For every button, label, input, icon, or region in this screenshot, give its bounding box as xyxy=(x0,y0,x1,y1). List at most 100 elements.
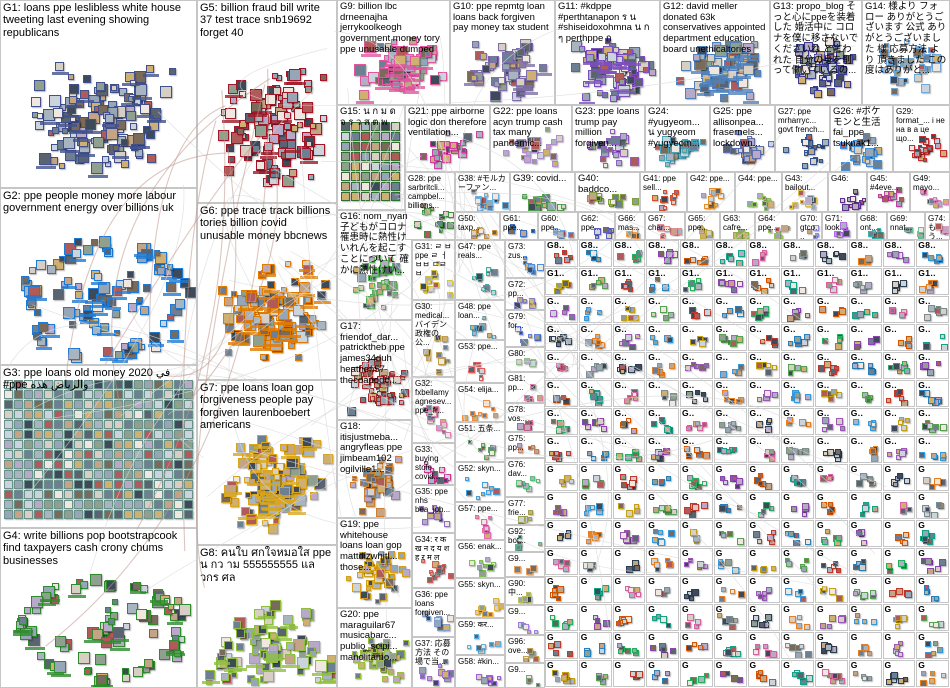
vertex-node xyxy=(104,510,113,519)
vertex-node xyxy=(767,201,775,209)
vertex-node xyxy=(377,485,386,494)
mini-group-label: G.. xyxy=(783,352,796,362)
vertex-node xyxy=(144,460,153,469)
vertex-node xyxy=(796,671,804,679)
mini-group-box: G xyxy=(713,492,747,519)
vertex-node xyxy=(168,67,176,75)
group-box: G13: propo_blog そっと心にppeを装着した 婚活中に コロナを僕… xyxy=(770,0,862,105)
vertex-node xyxy=(533,656,540,662)
mini-group-label: G.. xyxy=(715,352,729,362)
vertex-node xyxy=(371,142,380,151)
vertex-node xyxy=(74,510,83,519)
group-label: G8: คนใบ ศกใจหมอใส ppe น กว าม 555555555… xyxy=(200,547,332,584)
vertex-label-bar xyxy=(313,300,331,304)
vertex-label-bar xyxy=(112,290,131,294)
mini-group-label: G xyxy=(783,576,791,586)
vertex-node xyxy=(154,510,163,519)
vertex-node xyxy=(731,567,739,574)
vertex-node xyxy=(488,681,493,686)
vertex-node xyxy=(284,654,295,665)
vertex-node xyxy=(566,619,573,626)
mini-group-box: G.. xyxy=(545,380,578,407)
vertex-node xyxy=(667,530,675,538)
vertex-node xyxy=(934,566,941,573)
vertex-node xyxy=(146,65,154,74)
group-label: G63: cafre... xyxy=(723,214,748,233)
mini-group-label: G.. xyxy=(648,408,661,418)
mini-group-label: G xyxy=(817,548,825,558)
group-box: G25: ppe allisonpea... frasernels... loc… xyxy=(710,105,775,172)
group-label: G23: ppe loans trump pay million forgive… xyxy=(575,106,640,150)
vertex-node xyxy=(447,222,454,230)
mini-group-box: G xyxy=(781,660,814,687)
mini-group-label: G xyxy=(715,632,723,642)
mini-group-label: G xyxy=(547,492,555,502)
mini-group-label: G xyxy=(783,492,791,502)
mini-group-box: G xyxy=(848,604,882,631)
vertex-node xyxy=(34,460,43,469)
vertex-label-bar xyxy=(384,64,405,68)
vertex-node xyxy=(144,400,153,409)
vertex-label-bar xyxy=(27,297,48,301)
vertex-label-bar xyxy=(502,69,522,73)
vertex-node xyxy=(443,623,451,631)
group-box: G9... xyxy=(505,663,545,688)
vertex-node xyxy=(124,410,133,419)
mini-group-box: G xyxy=(848,548,882,575)
mini-group-label: G xyxy=(850,520,858,530)
vertex-node xyxy=(685,390,693,398)
vertex-node xyxy=(120,342,128,350)
mini-group-box: G8.. xyxy=(781,240,814,267)
vertex-node xyxy=(433,154,440,161)
vertex-node xyxy=(729,340,737,348)
vertex-node xyxy=(34,500,43,509)
mini-group-label: G.. xyxy=(682,380,695,390)
vertex-node xyxy=(398,392,404,398)
vertex-node xyxy=(838,253,846,261)
mini-group-label: G8.. xyxy=(749,240,768,250)
vertex-node xyxy=(871,619,878,626)
mini-group-box: G xyxy=(646,492,679,519)
mini-group-box: G xyxy=(612,520,646,547)
vertex-node xyxy=(533,333,540,340)
mini-group-box: G.. xyxy=(848,380,882,407)
vertex-node xyxy=(821,501,828,508)
vertex-node xyxy=(834,78,843,87)
mini-group-label: G.. xyxy=(749,324,763,334)
vertex-node xyxy=(727,280,735,288)
group-label: G33: buying stole covid... xyxy=(415,445,441,482)
vertex-node xyxy=(534,206,540,211)
group-label: G39: covid... xyxy=(513,173,567,184)
vertex-node xyxy=(164,440,173,449)
vertex-node xyxy=(565,338,573,346)
group-label: G68: ont... xyxy=(860,214,878,233)
vertex-node xyxy=(560,425,568,433)
mini-group-label: G xyxy=(580,548,588,558)
group-label: G45: #4eve... xyxy=(870,174,899,193)
vertex-node xyxy=(649,644,656,651)
vertex-node xyxy=(692,398,698,404)
vertex-node xyxy=(585,306,591,312)
vertex-node xyxy=(873,336,881,344)
vertex-node xyxy=(102,346,113,357)
mini-group-box: G.. xyxy=(882,324,916,351)
mini-group-label: G8.. xyxy=(884,240,903,250)
vertex-node xyxy=(715,187,722,194)
vertex-node xyxy=(933,197,938,202)
vertex-node xyxy=(593,623,601,630)
mini-group-box: G xyxy=(680,604,713,631)
vertex-node xyxy=(826,623,832,629)
vertex-label-bar xyxy=(152,603,170,607)
vertex-node xyxy=(104,500,113,509)
mini-group-box: G xyxy=(545,576,578,603)
mini-group-label: G.. xyxy=(580,296,594,306)
vertex-node xyxy=(134,410,143,419)
vertex-node xyxy=(14,460,23,469)
mini-group-label: G xyxy=(884,492,892,502)
mini-group-label: G xyxy=(918,548,926,558)
group-box: G62: ppe... xyxy=(578,212,615,240)
vertex-node xyxy=(224,296,234,306)
mini-group-label: G.. xyxy=(648,380,661,390)
vertex-node xyxy=(724,427,731,434)
vertex-node xyxy=(24,420,33,429)
